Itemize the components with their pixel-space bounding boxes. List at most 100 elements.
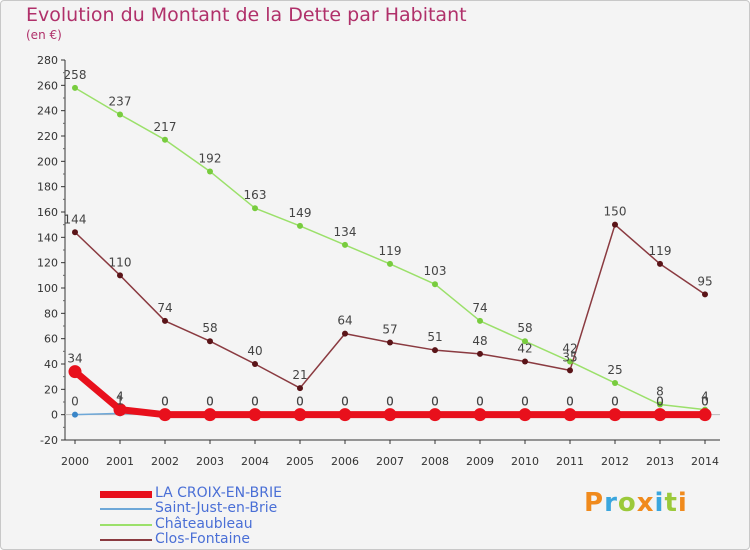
data-point (297, 222, 303, 229)
data-point (338, 408, 352, 422)
data-point (342, 330, 348, 337)
logo-letter: i (677, 488, 688, 518)
data-label: 192 (199, 151, 222, 165)
data-point (252, 361, 258, 367)
x-tick-label: 2008 (421, 455, 449, 468)
data-label: 0 (206, 395, 214, 409)
logo-letter: i (654, 488, 665, 518)
data-point (387, 260, 393, 267)
data-point (387, 339, 393, 346)
data-label: 57 (382, 322, 397, 336)
y-tick-label: 20 (44, 383, 58, 396)
logo-letter: x (636, 488, 655, 518)
legend-swatch-la-croix-en-brie (100, 491, 152, 498)
y-tick-label: 220 (37, 130, 58, 143)
data-label: 4 (116, 390, 124, 404)
y-tick-label: 280 (37, 54, 58, 67)
data-label: 0 (251, 395, 259, 409)
data-point (702, 291, 708, 298)
data-label: 64 (337, 314, 352, 328)
data-point (518, 408, 532, 422)
y-tick-label: -20 (40, 434, 58, 447)
legend-label-chateaubleau: Châteaubleau (155, 516, 253, 532)
data-label: 40 (247, 344, 262, 358)
data-point (162, 317, 168, 324)
legend-swatch-chateaubleau (100, 524, 152, 526)
data-point (432, 347, 438, 354)
x-tick-label: 2006 (331, 455, 359, 468)
y-tick-label: 240 (37, 105, 58, 118)
data-label: 0 (161, 395, 169, 409)
data-point (522, 338, 528, 345)
data-point (162, 136, 168, 143)
legend-label-clos-fontaine: Clos-Fontaine (155, 531, 251, 547)
data-point (158, 408, 172, 422)
x-tick-label: 2001 (106, 455, 134, 468)
y-tick-label: 100 (37, 282, 58, 295)
data-label: 0 (206, 395, 214, 409)
data-label: 110 (109, 255, 132, 269)
x-tick-label: 2002 (151, 455, 179, 468)
data-point (612, 221, 618, 228)
data-point (563, 408, 577, 422)
data-point (252, 205, 258, 212)
data-label: 0 (431, 395, 439, 409)
data-label: 42 (517, 341, 532, 355)
data-point (567, 358, 573, 365)
legend-label-la-croix-en-brie: LA CROIX-EN-BRIE (155, 485, 282, 501)
data-point (297, 385, 303, 392)
data-label: 258 (64, 68, 87, 82)
data-point (72, 411, 78, 418)
data-label: 0 (656, 395, 664, 409)
data-label: 0 (701, 395, 709, 409)
y-tick-label: 80 (44, 307, 58, 320)
data-point (657, 260, 663, 267)
data-label: 95 (697, 274, 712, 288)
data-label: 51 (427, 330, 442, 344)
data-label: 217 (154, 120, 177, 134)
data-label: 0 (71, 395, 79, 409)
data-point (698, 408, 712, 422)
legend-swatch-clos-fontaine (100, 539, 152, 541)
data-label: 237 (109, 94, 132, 108)
logo-letter: P (584, 488, 605, 518)
logo-letter: r (604, 488, 618, 518)
data-label: 0 (296, 395, 304, 409)
data-label: 21 (292, 368, 307, 382)
data-label: 58 (517, 321, 532, 335)
y-tick-label: 140 (37, 231, 58, 244)
data-label: 0 (701, 395, 709, 409)
legend-label-saint-just-en-brie: Saint-Just-en-Brie (155, 500, 278, 516)
axes: -200204060801001201401601802002202402602… (37, 54, 720, 468)
data-point (432, 281, 438, 288)
data-label: 0 (431, 395, 439, 409)
y-tick-label: 0 (51, 409, 58, 422)
data-label: 42 (562, 341, 577, 355)
data-point (653, 408, 667, 422)
data-label: 48 (472, 334, 487, 348)
data-label: 0 (566, 395, 574, 409)
data-point (473, 408, 487, 422)
data-point (72, 84, 78, 91)
data-point (207, 168, 213, 175)
data-label: 0 (566, 395, 574, 409)
series-markers (68, 84, 712, 422)
data-label: 0 (656, 395, 664, 409)
data-label: 0 (161, 395, 169, 409)
y-tick-label: 160 (37, 206, 58, 219)
data-point (117, 272, 123, 279)
data-label: 0 (386, 395, 394, 409)
x-tick-label: 2011 (556, 455, 584, 468)
x-tick-label: 2012 (601, 455, 629, 468)
data-label: 0 (476, 395, 484, 409)
data-label: 119 (379, 244, 402, 258)
data-label: 58 (202, 321, 217, 335)
y-tick-label: 60 (44, 333, 58, 346)
x-tick-label: 2005 (286, 455, 314, 468)
data-label: 0 (386, 395, 394, 409)
x-tick-label: 2007 (376, 455, 404, 468)
y-tick-label: 40 (44, 358, 58, 371)
x-tick-label: 2010 (511, 455, 539, 468)
